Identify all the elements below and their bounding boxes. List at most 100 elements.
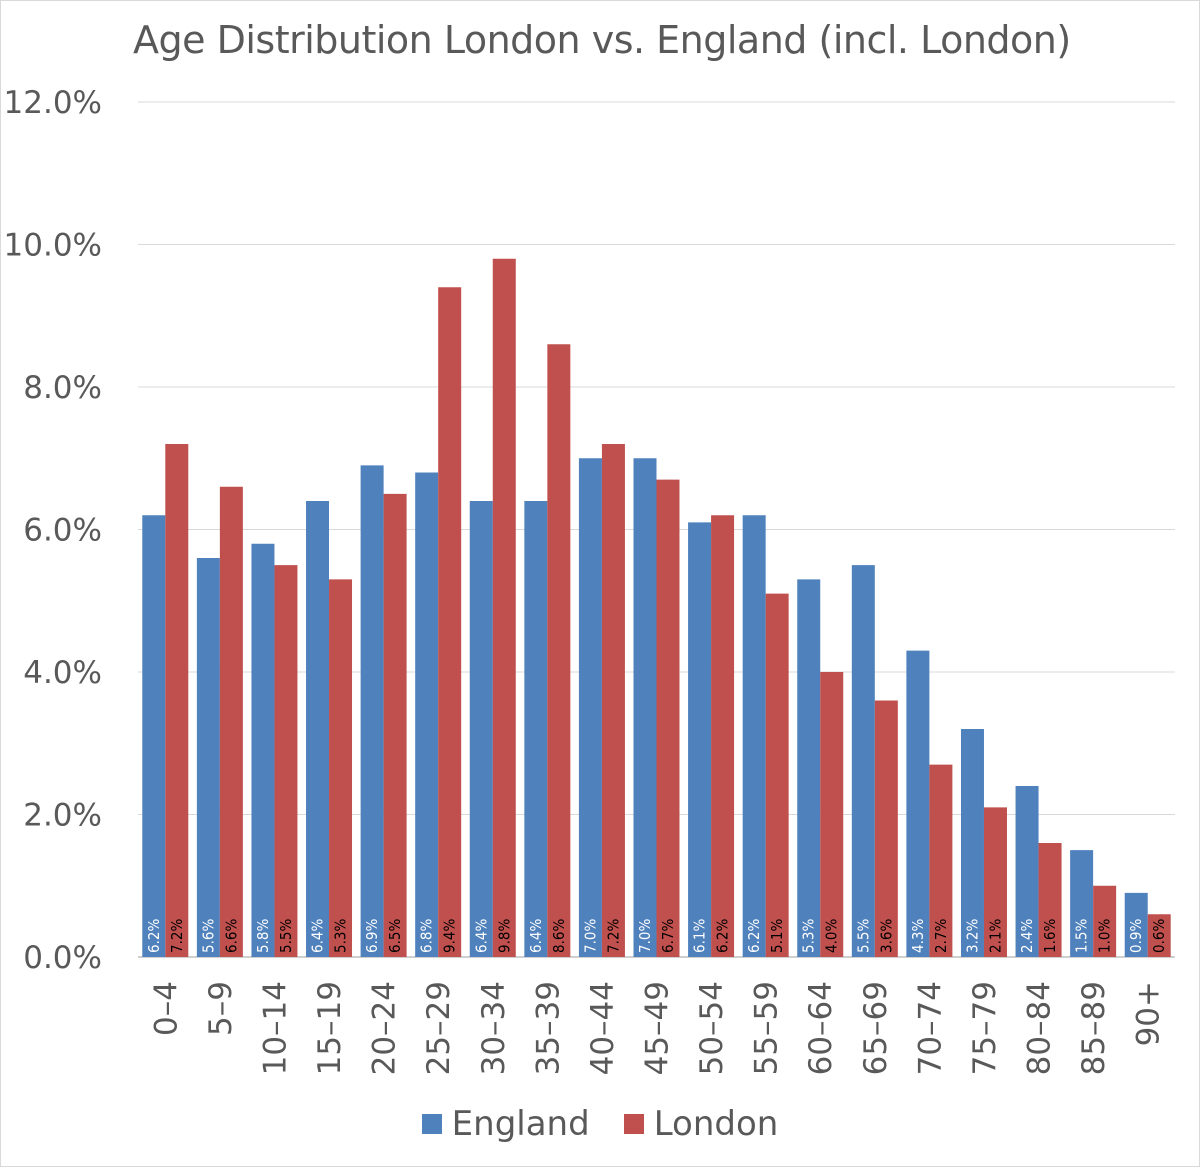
- bar-london[interactable]: [329, 579, 353, 957]
- data-label-london: 3.6%: [877, 919, 895, 953]
- bar-england[interactable]: [1015, 786, 1039, 957]
- data-label-england: 1.5%: [1073, 919, 1091, 953]
- bar-london[interactable]: [1147, 914, 1171, 957]
- bar-england[interactable]: [742, 515, 766, 957]
- bar-england[interactable]: [906, 650, 930, 957]
- bar-london[interactable]: [711, 515, 735, 957]
- legend: England London: [0, 1104, 1200, 1144]
- bar-london[interactable]: [765, 593, 789, 957]
- data-label-london: 7.2%: [604, 919, 622, 953]
- legend-item-england[interactable]: England: [421, 1104, 590, 1144]
- data-label-london: 2.1%: [986, 919, 1004, 953]
- bar-england[interactable]: [469, 501, 493, 957]
- bar-london[interactable]: [219, 486, 243, 957]
- bar-england[interactable]: [960, 729, 984, 957]
- x-category-label: 5–9: [203, 981, 239, 1036]
- x-category-label: 15–19: [312, 981, 348, 1075]
- data-label-london: 6.2%: [714, 919, 732, 953]
- legend-label-london: London: [653, 1104, 779, 1144]
- data-label-london: 7.2%: [168, 919, 186, 953]
- data-label-london: 9.8%: [495, 919, 513, 953]
- legend-swatch-london: [623, 1114, 644, 1134]
- x-category-label: 40–44: [585, 981, 621, 1075]
- chart-title: Age Distribution London vs. England (inc…: [133, 18, 1071, 62]
- bar-england[interactable]: [1070, 850, 1094, 957]
- y-tick-label: 4.0%: [23, 655, 102, 691]
- bar-london[interactable]: [820, 672, 844, 957]
- bar-england[interactable]: [524, 501, 548, 957]
- bar-london[interactable]: [656, 479, 680, 957]
- x-category-label: 65–69: [858, 981, 894, 1075]
- data-label-england: 6.9%: [363, 919, 381, 953]
- data-label-england: 6.2%: [145, 919, 163, 953]
- bar-london[interactable]: [438, 287, 462, 957]
- bar-england[interactable]: [578, 458, 602, 957]
- x-category-label: 0–4: [148, 981, 184, 1036]
- bar-london[interactable]: [874, 700, 898, 958]
- bar-england[interactable]: [306, 501, 330, 957]
- y-tick-label: 12.0%: [4, 85, 102, 121]
- x-category-label: 35–39: [530, 981, 566, 1075]
- data-label-london: 8.6%: [550, 919, 568, 953]
- bar-london[interactable]: [383, 493, 407, 957]
- bar-england[interactable]: [360, 465, 384, 957]
- x-category-label: 10–14: [257, 981, 293, 1075]
- data-label-london: 6.7%: [659, 919, 677, 953]
- bar-london[interactable]: [547, 344, 571, 957]
- bar-england[interactable]: [415, 472, 439, 958]
- bar-london[interactable]: [1038, 843, 1062, 957]
- bar-london[interactable]: [929, 764, 953, 957]
- data-label-london: 9.4%: [441, 919, 459, 953]
- x-category-label: 25–29: [421, 981, 457, 1075]
- legend-label-england: England: [451, 1104, 590, 1144]
- x-category-label: 50–54: [694, 981, 730, 1075]
- data-label-london: 0.6%: [1150, 919, 1168, 953]
- data-label-england: 6.4%: [472, 919, 490, 953]
- y-tick-label: 10.0%: [4, 228, 102, 264]
- data-label-england: 6.2%: [745, 919, 763, 953]
- bar-london[interactable]: [983, 807, 1007, 957]
- legend-item-london[interactable]: London: [623, 1104, 779, 1144]
- data-label-england: 7.0%: [581, 919, 599, 953]
- y-tick-label: 2.0%: [23, 798, 102, 834]
- bar-london[interactable]: [492, 258, 516, 957]
- data-label-england: 4.3%: [909, 919, 927, 953]
- data-label-england: 5.6%: [199, 919, 217, 953]
- x-category-label: 30–34: [476, 981, 512, 1075]
- data-label-england: 2.4%: [1018, 919, 1036, 953]
- chart-plot: 0.0% 2.0% 4.0% 6.0% 8.0% 10.0% 12.0% 6.2% 7.2% 5…: [4, 85, 1175, 1075]
- x-category-label: 70–74: [912, 981, 948, 1075]
- data-label-england: 0.9%: [1127, 919, 1145, 953]
- y-tick-label: 6.0%: [23, 513, 102, 549]
- x-category-label: 80–84: [1022, 981, 1058, 1075]
- x-category-label: 85–89: [1076, 981, 1112, 1075]
- bar-england[interactable]: [196, 558, 220, 957]
- x-axis-categories: 0–4 5–9 10–14 15–19 20–24 25–29 30–34 35–39 40–4…: [148, 981, 1166, 1075]
- data-label-england: 5.8%: [254, 919, 272, 953]
- data-label-england: 6.4%: [527, 919, 545, 953]
- data-label-london: 5.1%: [768, 919, 786, 953]
- bar-england[interactable]: [688, 522, 712, 957]
- bar-england[interactable]: [633, 458, 657, 957]
- x-category-label: 60–64: [803, 981, 839, 1075]
- y-tick-label: 0.0%: [23, 940, 102, 976]
- data-label-london: 6.6%: [222, 919, 240, 953]
- bar-england[interactable]: [1124, 892, 1148, 957]
- bar-london[interactable]: [1093, 885, 1117, 957]
- data-label-london: 5.5%: [277, 919, 295, 953]
- data-label-england: 3.2%: [963, 919, 981, 953]
- bar-england[interactable]: [142, 515, 166, 957]
- data-label-england: 6.1%: [691, 919, 709, 953]
- data-label-london: 6.5%: [386, 919, 404, 953]
- bar-england[interactable]: [251, 543, 275, 957]
- bar-england[interactable]: [851, 565, 875, 957]
- bar-london[interactable]: [274, 565, 298, 957]
- bar-london[interactable]: [601, 444, 625, 957]
- data-label-london: 1.0%: [1096, 919, 1114, 953]
- data-label-london: 5.3%: [332, 919, 350, 953]
- bar-england[interactable]: [797, 579, 821, 957]
- data-label-england: 7.0%: [636, 919, 654, 953]
- y-tick-label: 8.0%: [23, 370, 102, 406]
- y-axis-ticks: 0.0% 2.0% 4.0% 6.0% 8.0% 10.0% 12.0%: [4, 85, 102, 976]
- bar-london[interactable]: [165, 444, 189, 957]
